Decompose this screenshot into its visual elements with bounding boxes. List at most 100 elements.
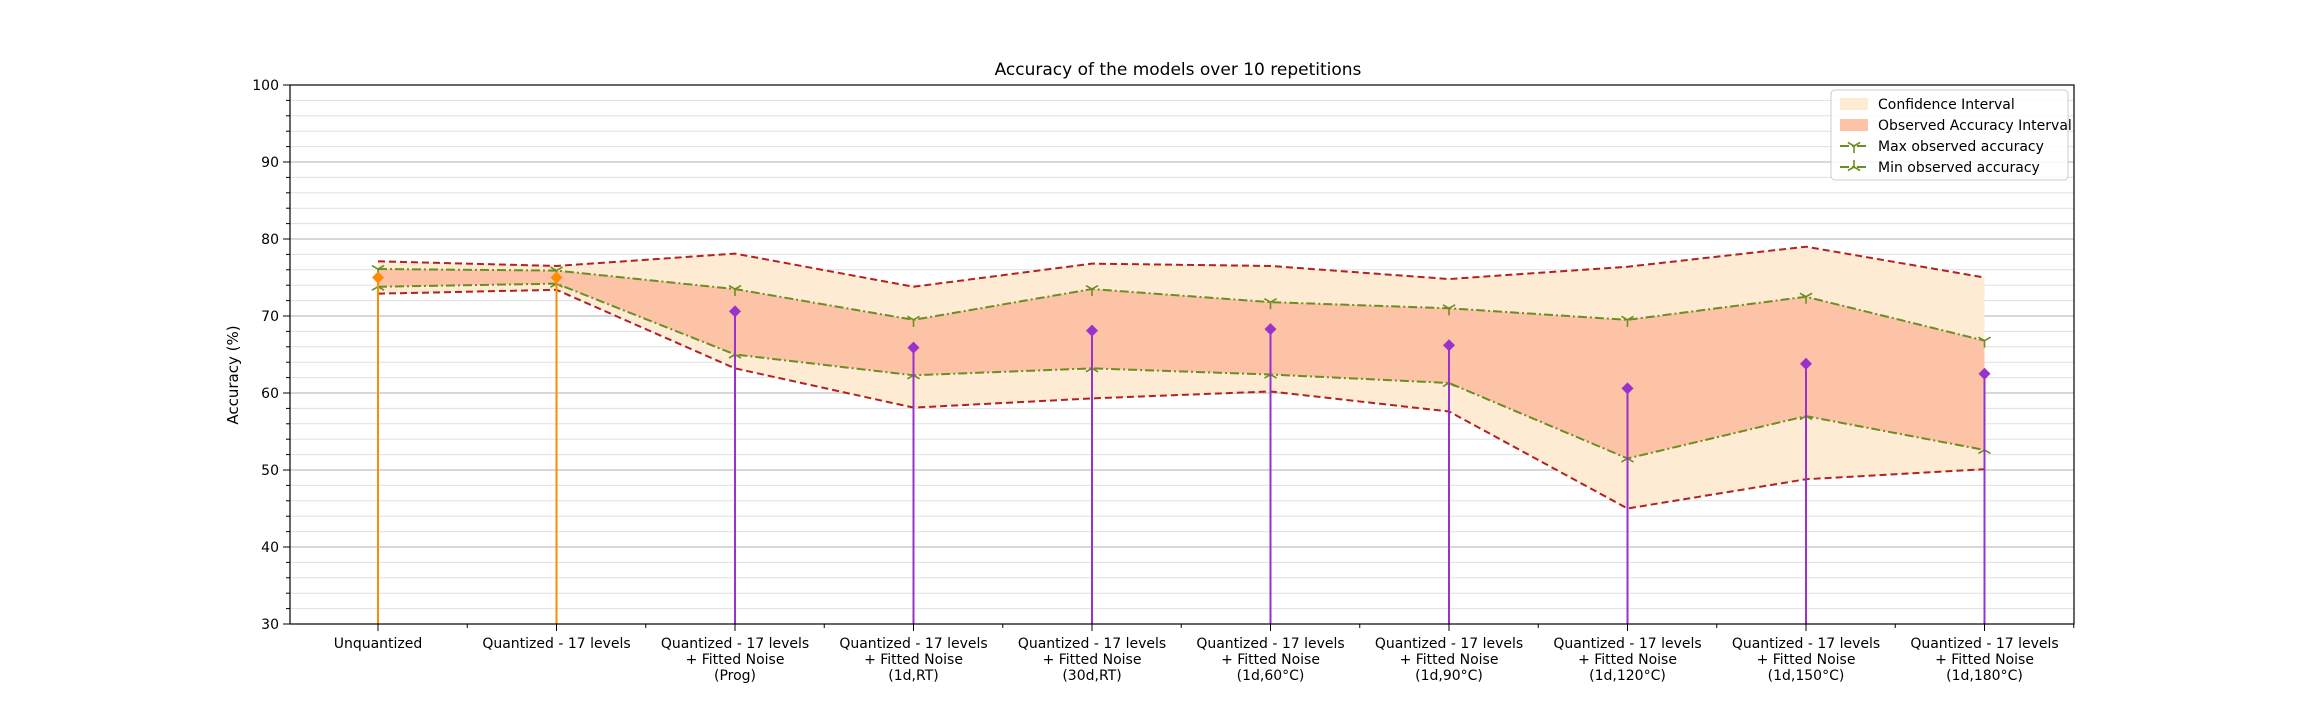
legend-label: Min observed accuracy [1878, 160, 2040, 176]
x-tick-label-line: + Fitted Noise [864, 652, 963, 668]
marker-stroke [1085, 367, 1093, 373]
y-tick-label: 40 [261, 540, 279, 556]
x-tick-label-line: + Fitted Noise [1578, 652, 1677, 668]
max-accuracy-marker [907, 315, 920, 327]
max-accuracy-marker [728, 284, 742, 297]
marker-stroke [1978, 336, 1985, 342]
y-tick-label: 30 [261, 617, 279, 633]
max-accuracy-marker [1978, 336, 1991, 348]
x-tick-label-line: (Prog) [714, 668, 756, 684]
x-tick-label: Quantized - 17 levels + Fitted Noise (1d,1… [1553, 636, 1701, 684]
accuracy-marker [1264, 323, 1277, 336]
marker-stroke [1799, 292, 1807, 298]
marker-stroke [1853, 141, 1861, 147]
x-tick-label-line: + Fitted Noise [1935, 652, 2034, 668]
marker-stroke [556, 282, 563, 288]
observed-accuracy-band [378, 269, 1985, 459]
x-tick-label-line: (1d,90°C) [1415, 668, 1483, 684]
legend-label: Observed Accuracy Interval [1878, 118, 2072, 134]
marker-stroke [1847, 141, 1855, 147]
y-tick-label: 70 [261, 309, 279, 325]
marker-stroke [728, 353, 736, 359]
marker-stroke [1442, 382, 1450, 388]
marker-stroke [1085, 284, 1093, 290]
x-tick-label-line: (1d,120°C) [1589, 668, 1666, 684]
chart-title: Accuracy of the models over 10 repetitio… [995, 60, 1362, 80]
max-accuracy-marker [1442, 304, 1456, 316]
ci-upper-line [377, 245, 1985, 288]
marker-stroke [907, 315, 914, 321]
marker-stroke [1264, 373, 1271, 379]
max-accuracy-marker [1264, 297, 1277, 310]
marker-stroke [907, 374, 914, 380]
legend: Confidence Interval Observed Accuracy Int… [1830, 89, 2072, 181]
x-tick-label-line: Quantized - 17 levels [482, 636, 630, 652]
marker-stroke [913, 315, 920, 321]
accuracy-marker [1800, 357, 1812, 370]
x-tick-label-line: Quantized - 17 levels [661, 636, 809, 652]
marker-stroke [1847, 166, 1855, 172]
x-tick-label: Quantized - 17 levels + Fitted Noise (1d,6… [1196, 636, 1344, 684]
marker-stroke [728, 284, 736, 290]
x-tick-label-line: Quantized - 17 levels [839, 636, 987, 652]
accuracy-marker [1086, 324, 1098, 337]
marker-stroke [1978, 449, 1985, 455]
accuracy-marker [550, 271, 563, 284]
x-tick-label-line: Quantized - 17 levels [1196, 636, 1344, 652]
marker-stroke [1805, 292, 1813, 298]
legend-swatch [1840, 98, 1868, 110]
marker-stroke [1091, 367, 1099, 373]
accuracy-marker [1621, 382, 1634, 395]
x-tick-label-line: + Fitted Noise [1757, 652, 1856, 668]
max-accuracy-line [377, 268, 1985, 342]
x-axis: Unquantized Quantized - 17 levels Quantize… [334, 624, 2075, 684]
y-axis: 30 40 50 60 70 80 90 100 [252, 78, 290, 633]
marker-stroke [1448, 304, 1456, 309]
x-tick-label-line: Quantized - 17 levels [1553, 636, 1701, 652]
max-accuracy-marker [1085, 284, 1099, 297]
x-tick-label: Quantized - 17 levels + Fitted Noise (1d,1… [1910, 636, 2058, 684]
min-accuracy-line [377, 282, 1985, 460]
x-tick-label: Quantized - 17 levels + Fitted Noise (1d,1… [1732, 636, 1880, 684]
x-tick-label-line: (1d,60°C) [1237, 668, 1305, 684]
x-tick-label: Unquantized [334, 636, 423, 652]
marker-stroke [1853, 166, 1861, 172]
x-tick-label: Quantized - 17 levels + Fitted Noise (Prog… [661, 636, 809, 684]
marker-stroke [1627, 457, 1634, 463]
accuracy-marker [907, 341, 920, 354]
x-tick-label: Quantized - 17 levels + Fitted Noise (1d,9… [1375, 636, 1523, 684]
legend-marker [1847, 141, 1861, 153]
marker-stroke [371, 264, 379, 270]
y-axis-label: Accuracy (%) [224, 325, 242, 424]
x-tick-label-line: + Fitted Noise [1400, 652, 1499, 668]
marker-stroke [1621, 457, 1628, 463]
legend-label: Confidence Interval [1878, 97, 2015, 113]
marker-stroke [1984, 336, 1991, 342]
legend-label: Max observed accuracy [1878, 139, 2044, 155]
x-tick-label-line: Quantized - 17 levels [1018, 636, 1166, 652]
y-tick-label: 50 [261, 463, 279, 479]
marker-stroke [1270, 373, 1277, 379]
x-tick-label-line: Unquantized [334, 636, 423, 652]
x-tick-label-line: Quantized - 17 levels [1375, 636, 1523, 652]
x-tick-label-line: + Fitted Noise [686, 652, 785, 668]
ci-lower-line [377, 288, 1985, 510]
x-tick-label-line: Quantized - 17 levels [1732, 636, 1880, 652]
marker-stroke [1984, 449, 1991, 455]
x-tick-label-line: (1d,RT) [888, 668, 938, 684]
accuracy-marker [1978, 367, 1991, 380]
marker-stroke [371, 286, 379, 291]
accuracy-marker [729, 305, 741, 318]
y-tick-label: 100 [252, 78, 279, 94]
y-tick-label: 90 [261, 155, 279, 171]
y-tick-label: 80 [261, 232, 279, 248]
marker-stroke [550, 266, 557, 272]
marker-stroke [913, 374, 920, 380]
accuracy-marker [1443, 339, 1455, 352]
legend-swatch [1840, 119, 1868, 131]
x-tick-label-line: (1d,180°C) [1946, 668, 2023, 684]
x-tick-label-line: (1d,150°C) [1768, 668, 1845, 684]
max-accuracy-marker [1799, 292, 1813, 304]
marker-stroke [1442, 304, 1450, 309]
